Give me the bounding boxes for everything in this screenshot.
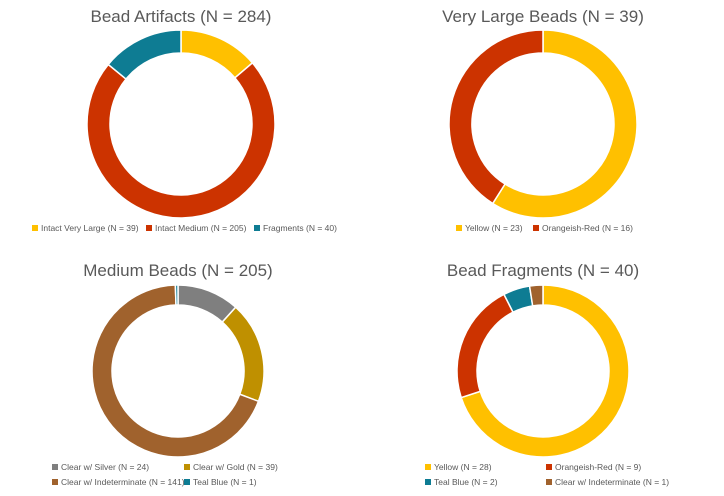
donut-slice-yellow <box>491 29 638 219</box>
chart-very-large-beads: Very Large Beads (N = 39) Yellow (N = 23… <box>442 7 644 233</box>
legend-item-orangeish-red: Orangeish-Red (N = 9) <box>546 462 641 472</box>
legend-item-intact-medium: Intact Medium (N = 205) <box>146 223 247 233</box>
legend-item-clear-w-indeterminate: Clear w/ Indeterminate (N = 141) <box>52 477 185 487</box>
chart-bead-fragments: Bead Fragments (N = 40) Yellow (N = 28) O… <box>425 261 669 487</box>
donut-slice-teal-blue <box>174 284 179 306</box>
legend-item-clear-w-indeterminate: Clear w/ Indeterminate (N = 1) <box>546 477 669 487</box>
legend-label: Teal Blue (N = 1) <box>193 477 257 487</box>
legend-item-intact-very-large: Intact Very Large (N = 39) <box>32 223 139 233</box>
legend-label: Clear w/ Indeterminate (N = 1) <box>555 477 669 487</box>
legend-swatch <box>425 479 431 485</box>
legend-swatch <box>32 225 38 231</box>
legend-swatch <box>184 464 190 470</box>
chart-title: Bead Fragments (N = 40) <box>447 261 639 280</box>
legend-label: Yellow (N = 28) <box>434 462 492 472</box>
legend-label: Yellow (N = 23) <box>465 223 523 233</box>
donut-slice-clear-w-indeterminate <box>91 284 260 458</box>
legend-label: Fragments (N = 40) <box>263 223 337 233</box>
legend-label: Orangeish-Red (N = 9) <box>555 462 641 472</box>
legend-swatch <box>425 464 431 470</box>
legend-item-clear-w-gold: Clear w/ Gold (N = 39) <box>184 462 278 472</box>
legend-swatch <box>146 225 152 231</box>
donut-slice-fragments <box>107 29 182 81</box>
donut-slice-orangeish-red <box>456 293 515 399</box>
legend-item-fragments: Fragments (N = 40) <box>254 223 337 233</box>
legend-label: Intact Very Large (N = 39) <box>41 223 139 233</box>
legend-swatch <box>533 225 539 231</box>
legend-label: Intact Medium (N = 205) <box>155 223 247 233</box>
donut-slice-yellow <box>460 284 630 458</box>
legend-label: Clear w/ Silver (N = 24) <box>61 462 149 472</box>
donut-slice-clear-w-gold <box>221 306 265 403</box>
chart-title: Medium Beads (N = 205) <box>83 261 272 280</box>
chart-title: Very Large Beads (N = 39) <box>442 7 644 26</box>
chart-medium-beads: Medium Beads (N = 205) Clear w/ Silver (… <box>52 261 278 487</box>
legend-swatch <box>546 479 552 485</box>
donut-slice-intact-very-large <box>180 29 254 79</box>
legend-label: Clear w/ Gold (N = 39) <box>193 462 278 472</box>
legend-item-orangeish-red: Orangeish-Red (N = 16) <box>533 223 633 233</box>
legend-item-clear-w-silver: Clear w/ Silver (N = 24) <box>52 462 149 472</box>
legend-item-yellow: Yellow (N = 23) <box>456 223 523 233</box>
donut-slice-intact-medium <box>86 61 276 219</box>
legend-item-teal-blue: Teal Blue (N = 2) <box>425 477 498 487</box>
donut-slice-clear-w-indeterminate <box>528 284 544 307</box>
legend-swatch <box>184 479 190 485</box>
legend-swatch <box>254 225 260 231</box>
legend-swatch <box>52 479 58 485</box>
chart-bead-artifacts: Bead Artifacts (N = 284) Intact Very Lar… <box>32 7 337 233</box>
legend-swatch <box>52 464 58 470</box>
legend-swatch <box>456 225 462 231</box>
legend-label: Teal Blue (N = 2) <box>434 477 498 487</box>
legend-swatch <box>546 464 552 470</box>
donut-slice-orangeish-red <box>448 29 544 205</box>
legend-label: Clear w/ Indeterminate (N = 141) <box>61 477 185 487</box>
legend-label: Orangeish-Red (N = 16) <box>542 223 633 233</box>
legend-item-teal-blue: Teal Blue (N = 1) <box>184 477 257 487</box>
legend-item-yellow: Yellow (N = 28) <box>425 462 492 472</box>
chart-title: Bead Artifacts (N = 284) <box>91 7 272 26</box>
